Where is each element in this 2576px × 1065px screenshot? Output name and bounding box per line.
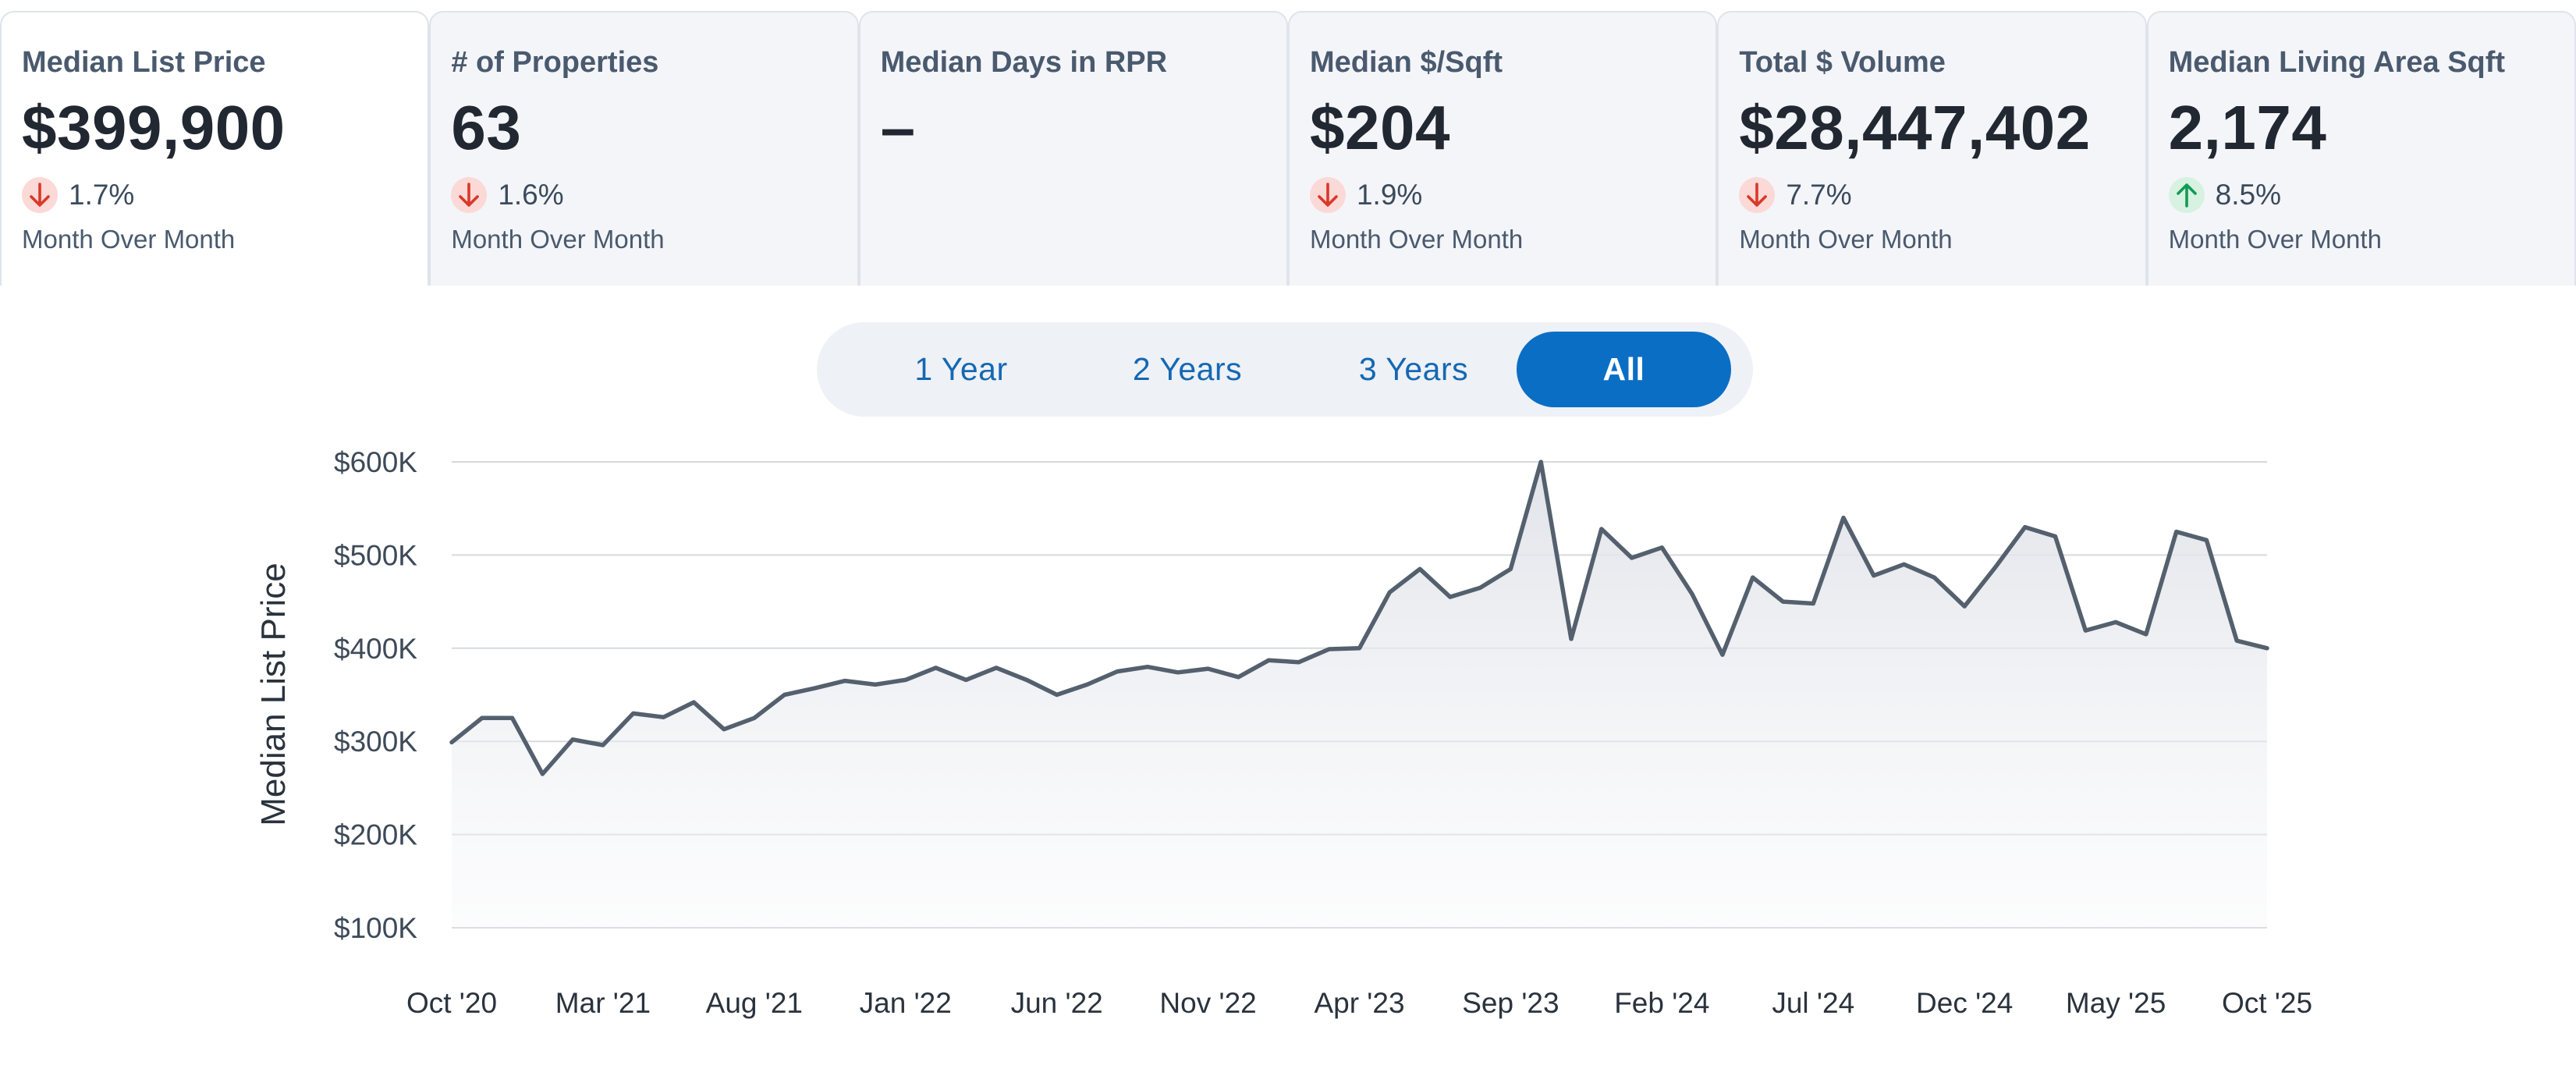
arrow-up-icon — [2168, 177, 2205, 213]
x-tick-label: Jul '24 — [1772, 987, 1854, 1019]
metric-card-median-living-area-sqft[interactable]: Median Living Area Sqft 2,174 8.5% Month Ov… — [2146, 11, 2576, 286]
metric-card-change: 8.5% — [2168, 175, 2554, 215]
y-tick-label: $600K — [334, 446, 417, 478]
range-toggle: 1 Year 2 Years 3 Years All — [817, 322, 1753, 417]
x-tick-label: Jun '22 — [1011, 987, 1103, 1019]
metric-card-title: Median Living Area Sqft — [2168, 46, 2506, 79]
x-tick-label: Jan '22 — [860, 987, 952, 1019]
metric-card-value: $28,447,402 — [1739, 93, 2091, 162]
metric-card-title: Median $/Sqft — [1309, 46, 1503, 79]
metric-card-period: Month Over Month — [2168, 225, 2382, 254]
range-3-years-button[interactable]: 3 Years — [1358, 351, 1469, 387]
range-2-years-button[interactable]: 2 Years — [1132, 351, 1243, 387]
metric-card-change-pct: 7.7% — [1786, 179, 1852, 211]
x-tick-label: Oct '20 — [406, 987, 497, 1019]
arrow-down-icon — [1739, 177, 1776, 213]
x-tick-label: Oct '25 — [2222, 987, 2312, 1019]
metric-card-change: 1.7% — [22, 175, 407, 215]
metric-card-num-properties[interactable]: # of Properties 63 1.6% Month Over Month — [429, 11, 859, 286]
y-tick-label: $500K — [334, 539, 417, 571]
metric-card-title: Median List Price — [22, 46, 266, 79]
metric-card-change-pct: 1.7% — [69, 179, 135, 211]
x-tick-label: Feb '24 — [1614, 987, 1709, 1019]
x-tick-label: Aug '21 — [706, 987, 803, 1019]
metric-card-median-price-per-sqft[interactable]: Median $/Sqft $204 1.9% Month Over Month — [1287, 11, 1718, 286]
metric-card-change: 7.7% — [1739, 175, 2124, 215]
arrow-down-icon — [1309, 177, 1346, 213]
x-axis-ticks: Oct '20 Mar '21 Aug '21 Jan '22 Jun '22 Nov '… — [406, 987, 2312, 1019]
metric-card-change-pct: 1.6% — [498, 179, 564, 211]
metric-card-period: Month Over Month — [1739, 225, 1953, 254]
metric-card-title: # of Properties — [451, 46, 659, 79]
metric-card-title: Median Days in RPR — [880, 46, 1168, 79]
chart-area-fill — [452, 462, 2267, 928]
x-tick-label: Dec '24 — [1916, 987, 2013, 1019]
arrow-down-icon — [451, 177, 488, 213]
metric-card-change: 1.9% — [1309, 175, 1695, 215]
metric-card-change-pct: 1.9% — [1356, 179, 1423, 211]
metric-card-period: Month Over Month — [451, 225, 665, 254]
metric-card-value: $399,900 — [22, 93, 286, 162]
y-tick-label: $400K — [334, 633, 417, 665]
metric-card-value: – — [880, 93, 916, 162]
metric-card-change: 1.6% — [451, 175, 836, 215]
arrow-down-icon — [22, 177, 58, 213]
y-axis-label: Median List Price — [254, 563, 293, 825]
range-all-button[interactable]: All — [1517, 332, 1731, 407]
metric-card-total-volume[interactable]: Total $ Volume $28,447,402 7.7% Month Over … — [1717, 11, 2147, 286]
y-tick-label: $100K — [334, 912, 417, 944]
metric-card-value: 63 — [451, 93, 522, 162]
metric-card-value: 2,174 — [2168, 93, 2327, 162]
x-tick-label: Sep '23 — [1462, 987, 1559, 1019]
metric-card-median-list-price[interactable]: Median List Price $399,900 1.7% Month Over … — [0, 11, 430, 286]
x-tick-label: Apr '23 — [1314, 987, 1404, 1019]
x-tick-label: May '25 — [2066, 987, 2166, 1019]
range-1-year-button[interactable]: 1 Year — [914, 351, 1008, 387]
metric-card-period: Month Over Month — [1309, 225, 1524, 254]
chart-series-line — [449, 460, 2269, 776]
x-tick-label: Mar '21 — [555, 987, 651, 1019]
y-tick-label: $200K — [334, 819, 417, 851]
y-axis-ticks: $600K $500K $400K $300K $200K $100K — [334, 446, 417, 944]
metric-card-median-days-in-rpr[interactable]: Median Days in RPR – — [858, 11, 1288, 286]
metric-card-period: Month Over Month — [22, 225, 236, 254]
metric-card-value: $204 — [1309, 93, 1450, 162]
x-tick-label: Nov '22 — [1159, 987, 1256, 1019]
metrics-cards: Median List Price $399,900 1.7% Month Over … — [0, 11, 2576, 286]
metric-card-change-pct: 8.5% — [2215, 179, 2281, 211]
metric-card-title: Total $ Volume — [1739, 46, 1946, 79]
y-tick-label: $300K — [334, 726, 417, 758]
